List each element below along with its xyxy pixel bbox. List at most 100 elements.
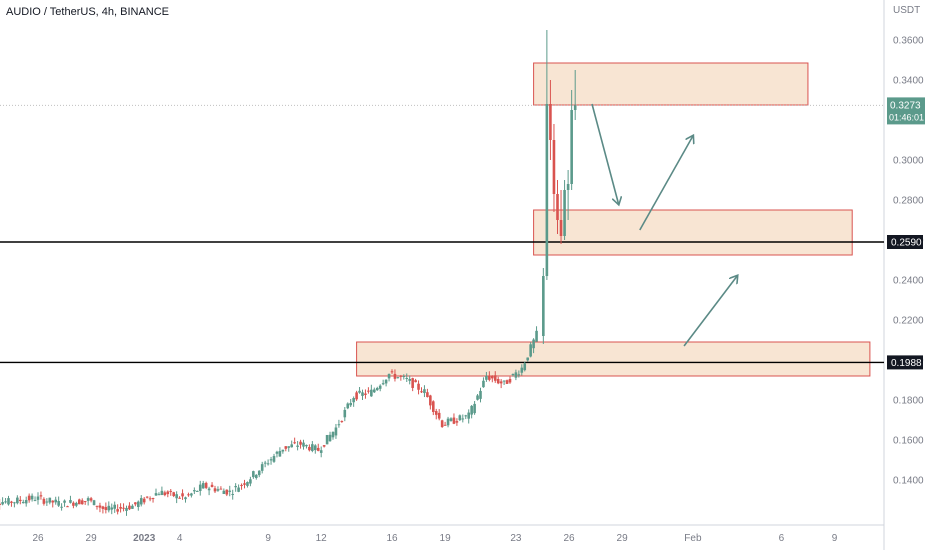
y-tick-label: 0.2200 (893, 316, 924, 327)
candle-body (349, 402, 352, 406)
countdown-label: 01:46:01 (889, 112, 924, 122)
candle-body (479, 390, 482, 399)
candle-body (225, 489, 229, 495)
candle-body (21, 501, 25, 504)
x-tick-label: 26 (32, 533, 44, 544)
candle-body (514, 372, 518, 378)
candle-body (423, 389, 426, 394)
candle-body (207, 488, 211, 491)
candle-body (148, 498, 152, 500)
candle-body (299, 441, 302, 445)
candle-body (98, 505, 102, 508)
candle-body (24, 500, 28, 504)
candle-body (316, 447, 320, 451)
candle-body (373, 389, 376, 393)
x-tick-label: 29 (617, 533, 629, 544)
candle-body (269, 459, 273, 461)
candle-body (187, 494, 190, 496)
y-tick-label: 0.1800 (893, 396, 924, 407)
candle-body (482, 380, 485, 388)
candle-body (325, 435, 329, 445)
candle-body (246, 482, 249, 486)
candle-body (520, 367, 524, 373)
candle-body (234, 485, 237, 488)
candle-body (314, 445, 317, 451)
candle-body (160, 490, 164, 495)
y-tick-label: 0.1600 (893, 436, 924, 447)
candle-body (491, 375, 494, 379)
y-tick-label: 0.2800 (893, 196, 924, 207)
candle-body (231, 493, 234, 495)
candle-body (526, 357, 529, 361)
candle-body (467, 412, 470, 419)
candle-body (346, 403, 350, 409)
candle-body (175, 494, 178, 499)
candle-body (13, 502, 16, 504)
candle-body (322, 445, 326, 447)
x-tick-label: 9 (832, 533, 838, 544)
candle-body (83, 501, 87, 503)
candle-body (66, 506, 69, 508)
middle-support-zone (533, 209, 853, 256)
x-tick-label: 29 (86, 533, 98, 544)
last-price-badge (887, 97, 925, 125)
candle-body (57, 500, 60, 506)
candle-body (45, 501, 49, 503)
candle-body (545, 104, 549, 276)
candle-body (266, 463, 270, 465)
candle-body (361, 392, 364, 396)
candle-body (563, 190, 566, 236)
candle-body (281, 449, 285, 452)
candle-body (125, 507, 128, 511)
last-price-label: 0.3273 (890, 100, 921, 111)
candle-body (7, 498, 10, 505)
candle-body (535, 330, 538, 342)
lower-support-zone (356, 341, 871, 377)
candle-body (446, 418, 450, 426)
candle-body (308, 446, 311, 451)
candle-body (198, 484, 202, 491)
candle-body (213, 488, 217, 492)
candle-body (95, 505, 99, 507)
candle-body (305, 444, 308, 447)
candle-body (331, 431, 335, 438)
candle-body (104, 507, 108, 511)
candle-body (499, 381, 503, 384)
candle-body (284, 446, 288, 449)
candle-body (10, 501, 13, 503)
candle-body (343, 409, 347, 418)
candle-body (275, 451, 279, 454)
candle-body (107, 505, 111, 511)
price-axis-currency: USDT (893, 5, 920, 16)
candle-body (396, 377, 400, 379)
level-price-badge (887, 355, 923, 370)
y-tick-label: 0.3400 (893, 76, 924, 87)
candle-body (370, 389, 373, 397)
candle-body (390, 371, 394, 373)
candle-body (290, 444, 293, 448)
candle-body (139, 498, 143, 505)
candle-body (54, 499, 57, 503)
candle-body (110, 507, 114, 510)
candle-body (51, 500, 55, 503)
candle-body (78, 499, 81, 505)
candle-body (222, 490, 226, 494)
candle-body (393, 373, 397, 379)
candle-body (405, 377, 409, 379)
candle-body (287, 446, 291, 448)
projection-arrow (591, 103, 619, 204)
candle-body (355, 392, 358, 400)
candle-body (458, 415, 462, 421)
candle-body (399, 375, 403, 377)
candle-body (417, 383, 420, 390)
candle-body (296, 445, 299, 447)
candle-body (193, 490, 196, 492)
candle-body (27, 495, 31, 501)
candle-body (255, 474, 258, 479)
candle-body (142, 498, 146, 503)
candle-body (420, 391, 423, 393)
level-price-badge (887, 235, 923, 249)
candle-body (408, 379, 411, 381)
candle-body (86, 498, 90, 501)
